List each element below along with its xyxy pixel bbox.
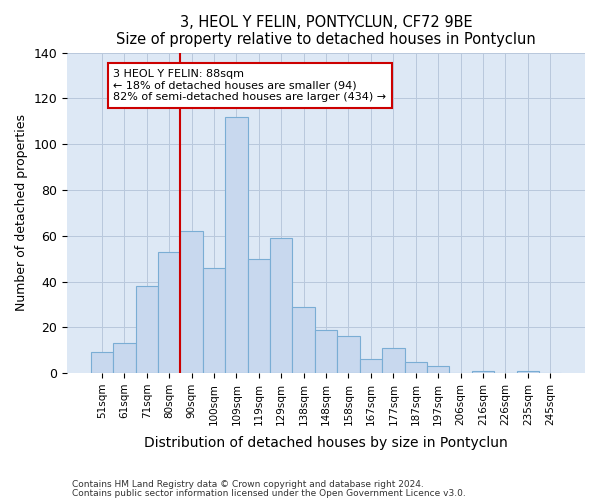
Bar (91, 352, 113, 373)
Bar (517, 371, 539, 373)
Text: Contains HM Land Registry data © Crown copyright and database right 2024.: Contains HM Land Registry data © Crown c… (72, 480, 424, 489)
Bar (181, 231, 203, 373)
Bar (427, 366, 449, 373)
Text: 3 HEOL Y FELIN: 88sqm
← 18% of detached houses are smaller (94)
82% of semi-deta: 3 HEOL Y FELIN: 88sqm ← 18% of detached … (113, 68, 386, 102)
X-axis label: Distribution of detached houses by size in Pontyclun: Distribution of detached houses by size … (144, 436, 508, 450)
Bar (113, 344, 136, 373)
Bar (270, 238, 292, 373)
Bar (248, 258, 270, 373)
Bar (158, 252, 181, 373)
Bar (382, 348, 404, 373)
Bar (292, 306, 315, 373)
Bar (360, 360, 382, 373)
Title: 3, HEOL Y FELIN, PONTYCLUN, CF72 9BE
Size of property relative to detached house: 3, HEOL Y FELIN, PONTYCLUN, CF72 9BE Siz… (116, 15, 536, 48)
Bar (337, 336, 360, 373)
Bar (404, 362, 427, 373)
Y-axis label: Number of detached properties: Number of detached properties (15, 114, 28, 312)
Bar (136, 286, 158, 373)
Bar (472, 371, 494, 373)
Text: Contains public sector information licensed under the Open Government Licence v3: Contains public sector information licen… (72, 489, 466, 498)
Bar (225, 117, 248, 373)
Bar (315, 330, 337, 373)
Bar (203, 268, 225, 373)
